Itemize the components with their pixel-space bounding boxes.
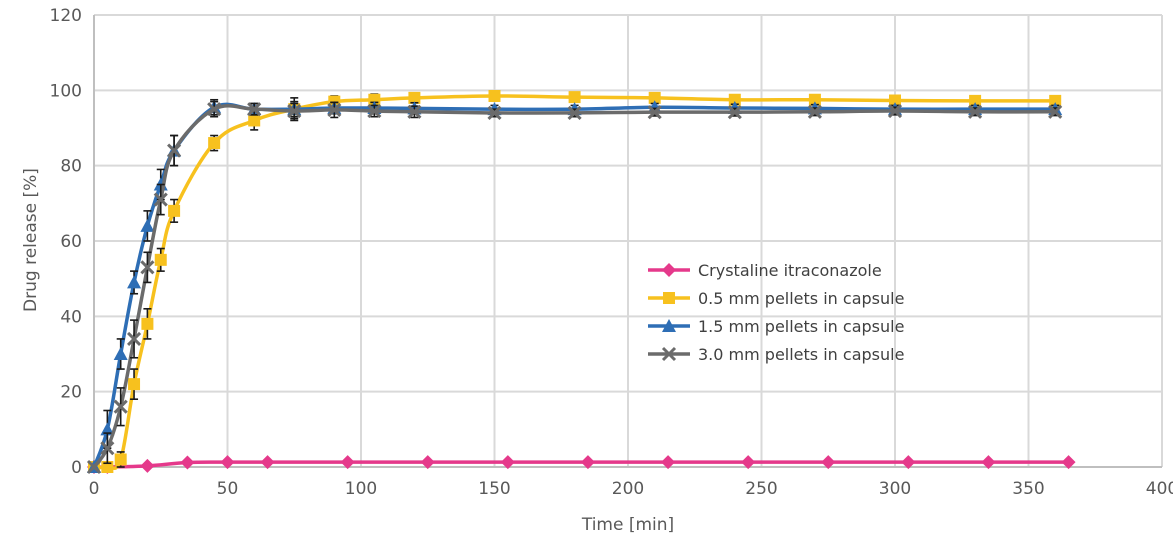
x-tick-label: 200: [612, 479, 644, 499]
data-point: [488, 89, 501, 102]
x-tick-label: 0: [89, 479, 100, 499]
data-point: [113, 399, 128, 414]
data-point: [821, 455, 836, 470]
axes: 0 20 40 60 80 100 120 0 50 100 150 200 250 300 350 400: [50, 6, 1173, 499]
data-point: [580, 455, 595, 470]
data-point: [207, 102, 222, 117]
series-line: [93, 94, 1056, 471]
data-point: [327, 102, 342, 117]
series-2: [87, 98, 1063, 473]
data-point: [167, 143, 182, 158]
data-point: [901, 455, 916, 470]
legend-item: 1.5 mm pellets in capsule: [648, 317, 904, 336]
data-point: [100, 422, 115, 436]
series-line: [92, 104, 1056, 469]
data-point: [154, 253, 167, 266]
data-point: [728, 93, 741, 106]
data-point: [247, 102, 262, 117]
data-point: [340, 455, 355, 470]
y-tick-label: 40: [60, 307, 82, 327]
y-tick-label: 80: [60, 157, 82, 177]
series-1: [88, 89, 1062, 473]
series-3: [86, 100, 1063, 475]
data-point: [126, 331, 142, 346]
legend-label: 3.0 mm pellets in capsule: [698, 345, 904, 364]
x-tick-label: 350: [1012, 479, 1044, 499]
y-tick-label: 0: [71, 458, 82, 478]
data-point: [981, 455, 996, 470]
x-tick-label: 100: [345, 479, 377, 499]
data-point: [140, 458, 155, 473]
legend-item: 0.5 mm pellets in capsule: [648, 289, 904, 308]
y-axis-title: Drug release [%]: [21, 168, 41, 312]
x-tick-label: 150: [478, 479, 510, 499]
data-point: [567, 105, 582, 120]
x-tick-label: 300: [879, 479, 911, 499]
series-line: [92, 102, 1056, 468]
data-point: [113, 347, 128, 360]
data-point: [220, 455, 235, 470]
legend-item: Crystaline itraconazole: [648, 261, 882, 280]
data-point: [487, 105, 502, 120]
data-point: [807, 104, 822, 119]
x-tick-label: 50: [217, 479, 239, 499]
data-point: [140, 218, 155, 232]
data-point: [968, 104, 983, 119]
legend-label: 0.5 mm pellets in capsule: [698, 289, 904, 308]
data-point: [1049, 94, 1062, 107]
y-tick-label: 60: [60, 232, 82, 252]
data-point: [408, 91, 421, 104]
grid: [94, 14, 1163, 467]
data-point: [808, 93, 821, 106]
data-point: [420, 455, 435, 470]
data-point: [260, 455, 275, 470]
series-line: [93, 460, 1069, 469]
data-point: [887, 103, 903, 119]
data-point: [568, 91, 581, 104]
y-tick-label: 20: [60, 383, 82, 403]
legend-label: Crystaline itraconazole: [698, 261, 882, 280]
x-tick-label: 400: [1146, 479, 1173, 499]
data-point: [741, 455, 756, 470]
data-point: [100, 441, 115, 456]
x-tick-label: 250: [745, 479, 777, 499]
x-axis-title: Time [min]: [581, 515, 674, 535]
data-point: [168, 204, 181, 217]
data-point: [180, 455, 195, 470]
data-point: [727, 105, 742, 120]
data-point: [647, 105, 662, 120]
data-point: [500, 455, 515, 470]
data-point: [367, 103, 382, 119]
data-point: [114, 453, 127, 466]
data-point: [661, 455, 676, 470]
data-point: [153, 192, 168, 207]
legend-label: 1.5 mm pellets in capsule: [698, 317, 904, 336]
data-point: [140, 260, 155, 275]
data-point: [128, 378, 141, 391]
data-point: [127, 275, 142, 289]
data-point: [208, 137, 221, 150]
legend-item: 3.0 mm pellets in capsule: [648, 345, 904, 364]
data-point: [969, 94, 982, 107]
y-tick-label: 120: [50, 6, 82, 26]
legend-marker: [661, 346, 677, 362]
data-point: [889, 94, 901, 107]
data-point: [407, 104, 422, 119]
legend: Crystaline itraconazole 0.5 mm pellets in…: [648, 261, 904, 364]
data-point: [1061, 455, 1076, 470]
data-point: [648, 91, 661, 104]
data-point: [287, 103, 302, 119]
data-point: [1048, 104, 1063, 119]
y-tick-label: 100: [50, 81, 82, 101]
series-0: [87, 455, 1076, 474]
legend-marker: [663, 292, 675, 304]
data-point: [248, 114, 261, 127]
data-point: [141, 317, 154, 330]
series: [86, 89, 1076, 475]
legend-marker: [662, 319, 676, 332]
legend-marker: [662, 263, 676, 277]
data-point: [86, 459, 102, 475]
